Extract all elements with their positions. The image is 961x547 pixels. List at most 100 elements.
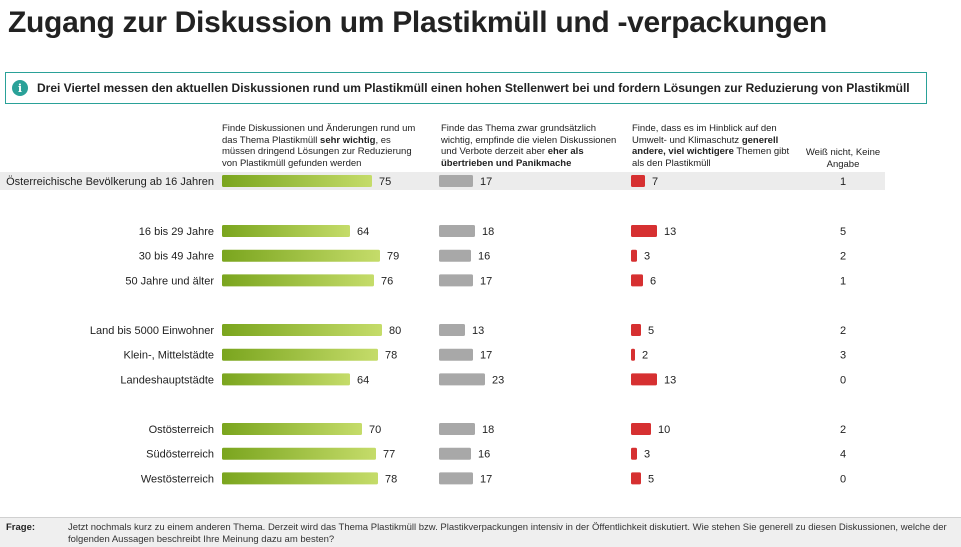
column-header-emphasis: generell andere, viel wichtigere bbox=[632, 134, 779, 158]
column-header-other-topics: Finde, dass es im Hinblick auf den Umwel… bbox=[632, 123, 797, 169]
data-label-very-important: 64 bbox=[357, 226, 369, 238]
data-label-other-topics: 6 bbox=[650, 275, 656, 287]
data-label-no-answer: 5 bbox=[840, 226, 846, 238]
category-label: Land bis 5000 Einwohner bbox=[90, 325, 214, 337]
info-icon: i bbox=[12, 80, 28, 96]
footer-divider bbox=[0, 517, 961, 518]
category-label: Westösterreich bbox=[141, 473, 214, 485]
bar-very-important bbox=[222, 348, 378, 361]
bar-other-topics bbox=[631, 274, 643, 287]
bar-exaggerated bbox=[439, 225, 475, 237]
bar-very-important bbox=[222, 423, 362, 435]
data-label-no-answer: 0 bbox=[840, 374, 846, 386]
data-label-very-important: 78 bbox=[385, 350, 397, 362]
question-text: Jetzt nochmals kurz zu einem anderen The… bbox=[68, 522, 947, 545]
column-header-text: Finde Diskussionen und Änderungen rund u… bbox=[222, 123, 416, 146]
bar-chart: Österreichische Bevölkerung ab 16 Jahren… bbox=[0, 172, 885, 485]
column-header-very-important: Finde Diskussionen und Änderungen rund u… bbox=[222, 123, 422, 169]
category-label: 50 Jahre und älter bbox=[125, 275, 214, 287]
data-label-exaggerated: 18 bbox=[482, 226, 494, 238]
bar-other-topics bbox=[631, 225, 657, 237]
bar-very-important bbox=[222, 447, 376, 460]
column-header-emphasis: sehr wichtig bbox=[320, 134, 376, 146]
data-label-no-answer: 2 bbox=[840, 325, 846, 337]
data-label-exaggerated: 17 bbox=[480, 176, 492, 188]
bar-very-important bbox=[222, 175, 372, 187]
bar-exaggerated bbox=[439, 274, 473, 287]
data-label-other-topics: 2 bbox=[642, 350, 648, 362]
bar-exaggerated bbox=[439, 324, 465, 336]
data-label-very-important: 80 bbox=[389, 325, 401, 337]
data-label-no-answer: 1 bbox=[840, 176, 846, 188]
category-label: Landeshauptstädte bbox=[120, 374, 214, 386]
data-label-exaggerated: 18 bbox=[482, 424, 494, 436]
data-label-exaggerated: 13 bbox=[472, 325, 484, 337]
bar-other-topics bbox=[631, 175, 645, 187]
data-label-other-topics: 5 bbox=[648, 473, 654, 485]
data-label-other-topics: 13 bbox=[664, 226, 676, 238]
column-header-text: Finde das Thema zwar grundsätzlich wicht… bbox=[441, 123, 617, 157]
footer-label: Frage: bbox=[6, 522, 36, 533]
category-label: Klein-, Mittelstädte bbox=[124, 350, 214, 362]
data-label-no-answer: 2 bbox=[840, 251, 846, 263]
bar-other-topics bbox=[631, 324, 641, 336]
data-label-very-important: 78 bbox=[385, 473, 397, 485]
bar-exaggerated bbox=[439, 348, 473, 361]
column-header-emphasis: eher als übertrieben und Panikmache bbox=[441, 146, 584, 169]
column-header-text: , es müssen dringend Lösungen zur Reduzi… bbox=[222, 134, 412, 169]
bar-other-topics bbox=[631, 249, 637, 262]
data-label-other-topics: 3 bbox=[644, 251, 650, 263]
bar-exaggerated bbox=[439, 472, 473, 485]
bar-exaggerated bbox=[439, 373, 485, 386]
data-label-other-topics: 3 bbox=[644, 449, 650, 461]
bar-other-topics bbox=[631, 423, 651, 435]
data-label-no-answer: 0 bbox=[840, 473, 846, 485]
category-label: Ostösterreich bbox=[149, 424, 214, 436]
data-label-other-topics: 7 bbox=[652, 176, 658, 188]
bar-very-important bbox=[222, 274, 374, 287]
column-header-text: Themen gibt als den Plastikmüll bbox=[632, 146, 790, 169]
info-callout: i Drei Viertel messen den aktuellen Disk… bbox=[5, 72, 927, 104]
bar-other-topics bbox=[631, 447, 637, 460]
bar-exaggerated bbox=[439, 249, 471, 262]
data-label-exaggerated: 16 bbox=[478, 251, 490, 263]
category-label: Österreichische Bevölkerung ab 16 Jahren bbox=[6, 176, 214, 188]
data-label-very-important: 75 bbox=[379, 176, 391, 188]
data-label-exaggerated: 17 bbox=[480, 275, 492, 287]
data-label-very-important: 70 bbox=[369, 424, 381, 436]
column-header-exaggerated: Finde das Thema zwar grundsätzlich wicht… bbox=[441, 123, 626, 169]
bar-very-important bbox=[222, 472, 378, 485]
bar-very-important bbox=[222, 225, 350, 237]
bar-exaggerated bbox=[439, 175, 473, 187]
data-label-other-topics: 13 bbox=[664, 374, 676, 386]
bar-other-topics bbox=[631, 348, 635, 361]
data-label-no-answer: 4 bbox=[840, 449, 846, 461]
data-label-other-topics: 5 bbox=[648, 325, 654, 337]
data-label-no-answer: 1 bbox=[840, 275, 846, 287]
bar-other-topics bbox=[631, 373, 657, 386]
footer: Frage: Jetzt nochmals kurz zu einem ande… bbox=[0, 517, 961, 547]
data-label-very-important: 79 bbox=[387, 251, 399, 263]
bar-exaggerated bbox=[439, 423, 475, 435]
data-label-other-topics: 10 bbox=[658, 424, 670, 436]
bar-exaggerated bbox=[439, 447, 471, 460]
category-label: 16 bis 29 Jahre bbox=[139, 226, 214, 238]
bar-very-important bbox=[222, 249, 380, 262]
bar-very-important bbox=[222, 324, 382, 336]
column-header-no-answer: Weiß nicht, Keine Angabe bbox=[805, 147, 881, 170]
category-label: Südösterreich bbox=[146, 449, 214, 461]
bar-very-important bbox=[222, 373, 350, 386]
data-label-exaggerated: 17 bbox=[480, 350, 492, 362]
data-label-exaggerated: 23 bbox=[492, 374, 504, 386]
page-title: Zugang zur Diskussion um Plastikmüll und… bbox=[8, 6, 827, 39]
data-label-no-answer: 2 bbox=[840, 424, 846, 436]
data-label-very-important: 76 bbox=[381, 275, 393, 287]
data-label-exaggerated: 17 bbox=[480, 473, 492, 485]
category-label: 30 bis 49 Jahre bbox=[139, 251, 214, 263]
data-label-exaggerated: 16 bbox=[478, 449, 490, 461]
column-header-text: Finde, dass es im Hinblick auf den Umwel… bbox=[632, 123, 777, 146]
data-label-no-answer: 3 bbox=[840, 350, 846, 362]
bar-other-topics bbox=[631, 472, 641, 485]
info-text: Drei Viertel messen den aktuellen Diskus… bbox=[37, 81, 910, 95]
data-label-very-important: 64 bbox=[357, 374, 369, 386]
